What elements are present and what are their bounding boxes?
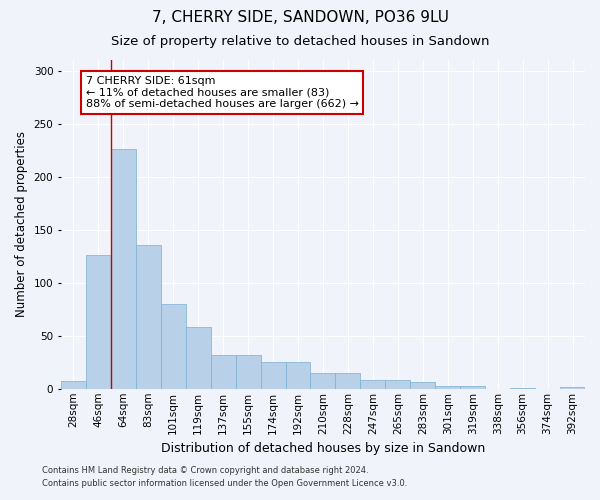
- Y-axis label: Number of detached properties: Number of detached properties: [15, 132, 28, 318]
- Bar: [410, 382, 435, 389]
- Bar: [111, 149, 136, 389]
- Bar: [460, 386, 485, 389]
- Bar: [385, 380, 410, 389]
- Text: Size of property relative to detached houses in Sandown: Size of property relative to detached ho…: [111, 35, 489, 48]
- Bar: [435, 386, 460, 389]
- Bar: [236, 355, 260, 389]
- Bar: [186, 328, 211, 389]
- Text: 7, CHERRY SIDE, SANDOWN, PO36 9LU: 7, CHERRY SIDE, SANDOWN, PO36 9LU: [151, 10, 449, 25]
- Bar: [310, 373, 335, 389]
- X-axis label: Distribution of detached houses by size in Sandown: Distribution of detached houses by size …: [161, 442, 485, 455]
- Bar: [260, 362, 286, 389]
- Bar: [161, 304, 186, 389]
- Bar: [61, 382, 86, 389]
- Bar: [136, 244, 161, 389]
- Text: Contains HM Land Registry data © Crown copyright and database right 2024.
Contai: Contains HM Land Registry data © Crown c…: [42, 466, 407, 487]
- Bar: [361, 380, 385, 389]
- Bar: [560, 386, 585, 389]
- Text: 7 CHERRY SIDE: 61sqm
← 11% of detached houses are smaller (83)
88% of semi-detac: 7 CHERRY SIDE: 61sqm ← 11% of detached h…: [86, 76, 359, 109]
- Bar: [335, 373, 361, 389]
- Bar: [510, 388, 535, 389]
- Bar: [86, 255, 111, 389]
- Bar: [286, 362, 310, 389]
- Bar: [211, 355, 236, 389]
